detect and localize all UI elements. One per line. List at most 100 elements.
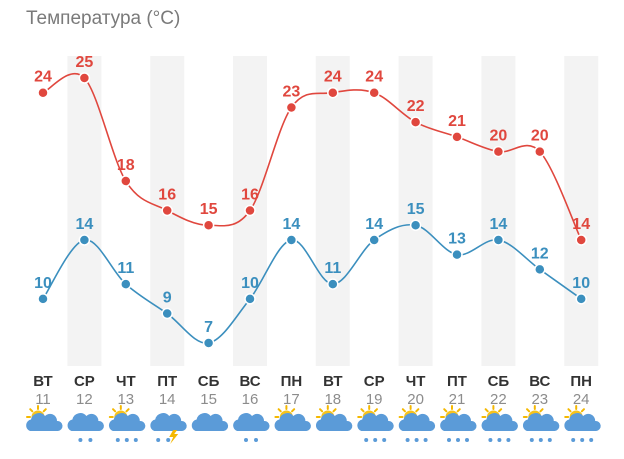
low-temp-label: 14 [365,216,383,233]
day-label: ВС [239,373,260,390]
sun-ray [112,408,117,413]
sun-ray [360,408,365,413]
rain-drop [571,438,576,442]
partly-cloudy-icon [315,405,353,431]
low-temp-label: 9 [163,290,172,307]
day-label: СР [74,373,95,390]
day-label: ПН [281,373,303,390]
rain-drop [488,438,493,442]
day-label: СБ [198,373,220,390]
day-label: ПТ [157,373,177,390]
date-label: 15 [200,391,217,408]
high-temp-label: 25 [76,54,94,71]
low-temp-point [451,248,463,261]
cloud-shape [26,413,63,431]
rain-drop [529,438,534,442]
low-temp-point [368,234,380,246]
sun-ray [456,408,461,413]
cloud-shape [357,413,394,431]
cloud-shape [398,413,436,431]
low-temp-label: 14 [76,216,94,233]
date-label: 16 [242,391,259,408]
high-temp-label: 16 [158,187,176,204]
cloud-shape [67,413,104,431]
high-temp-label: 24 [365,69,383,86]
high-temp-point [285,101,298,114]
partly-cloudy-icon [26,405,63,431]
rain-drop [244,438,248,442]
day-label: ЧТ [406,373,426,390]
sun-ray [498,408,503,413]
partly-cloudy-rain-icon [564,405,601,442]
low-temp-label: 13 [448,231,466,248]
column-band [315,56,350,366]
rain-drop [133,438,138,442]
high-temp-label: 20 [531,128,549,145]
partly-cloudy-rain-icon [398,405,436,442]
partly-cloudy-rain-icon [357,405,394,442]
column-band [398,56,433,366]
high-temp-label: 23 [283,83,301,100]
low-temp-label: 12 [531,245,549,262]
low-temp-point [161,307,173,320]
high-temp-point [534,145,546,158]
low-temp-point [534,263,546,276]
rain-drop [547,438,552,442]
high-temp-label: 24 [34,69,52,86]
partly-cloudy-icon [274,405,311,431]
rain-drop [382,438,387,442]
rain-drop [414,438,419,442]
low-temp-point [78,234,91,246]
high-temp-point [327,86,339,99]
cloud-shape [522,413,560,431]
sun-ray [415,408,420,413]
low-temp-point [575,293,587,305]
rain-cloud-icon [67,413,104,442]
partly-cloudy-rain-icon [108,405,146,442]
rain-drop [78,438,83,442]
rain-drop [423,438,428,442]
partly-cloudy-rain-icon [440,405,477,442]
low-temp-point [409,219,422,231]
date-label: 14 [159,391,176,408]
date-label: 22 [490,391,507,408]
date-label: 13 [117,391,134,408]
day-label: СР [364,373,385,390]
low-temp-label: 11 [117,260,134,277]
low-temp-point [285,234,298,246]
thunderstorm-icon [150,413,187,444]
chart-title: Температура (°C) [26,8,181,29]
sun-ray [373,408,378,413]
sun-ray [125,408,130,413]
sun-ray [401,408,406,413]
cloud-shape [191,413,229,431]
rain-drop [456,438,460,442]
high-temp-label: 14 [572,216,590,233]
date-label: 23 [531,391,548,408]
cloud-shape [233,413,270,431]
rain-drop [124,438,129,442]
sun-ray [526,408,531,413]
low-temp-label: 14 [490,216,508,233]
low-temp-point [120,278,132,290]
cloud-icon [191,413,229,431]
column-band [481,56,516,366]
low-temp-label: 10 [34,275,52,292]
high-temp-label: 15 [200,201,218,218]
rain-drop [156,438,161,442]
rain-drop [580,438,585,442]
cloud-shape [108,413,146,431]
date-label: 19 [366,391,383,408]
sun-ray [332,408,337,413]
column-band [67,56,102,366]
rain-drop [447,438,451,442]
high-temp-point [451,131,463,143]
sun-ray [42,408,47,413]
day-label: ВС [529,373,550,390]
low-temp-point [492,234,505,246]
date-label: 20 [407,391,424,408]
low-temp-label: 11 [324,260,341,277]
low-temp-label: 15 [407,201,425,218]
high-temp-point [492,145,505,158]
